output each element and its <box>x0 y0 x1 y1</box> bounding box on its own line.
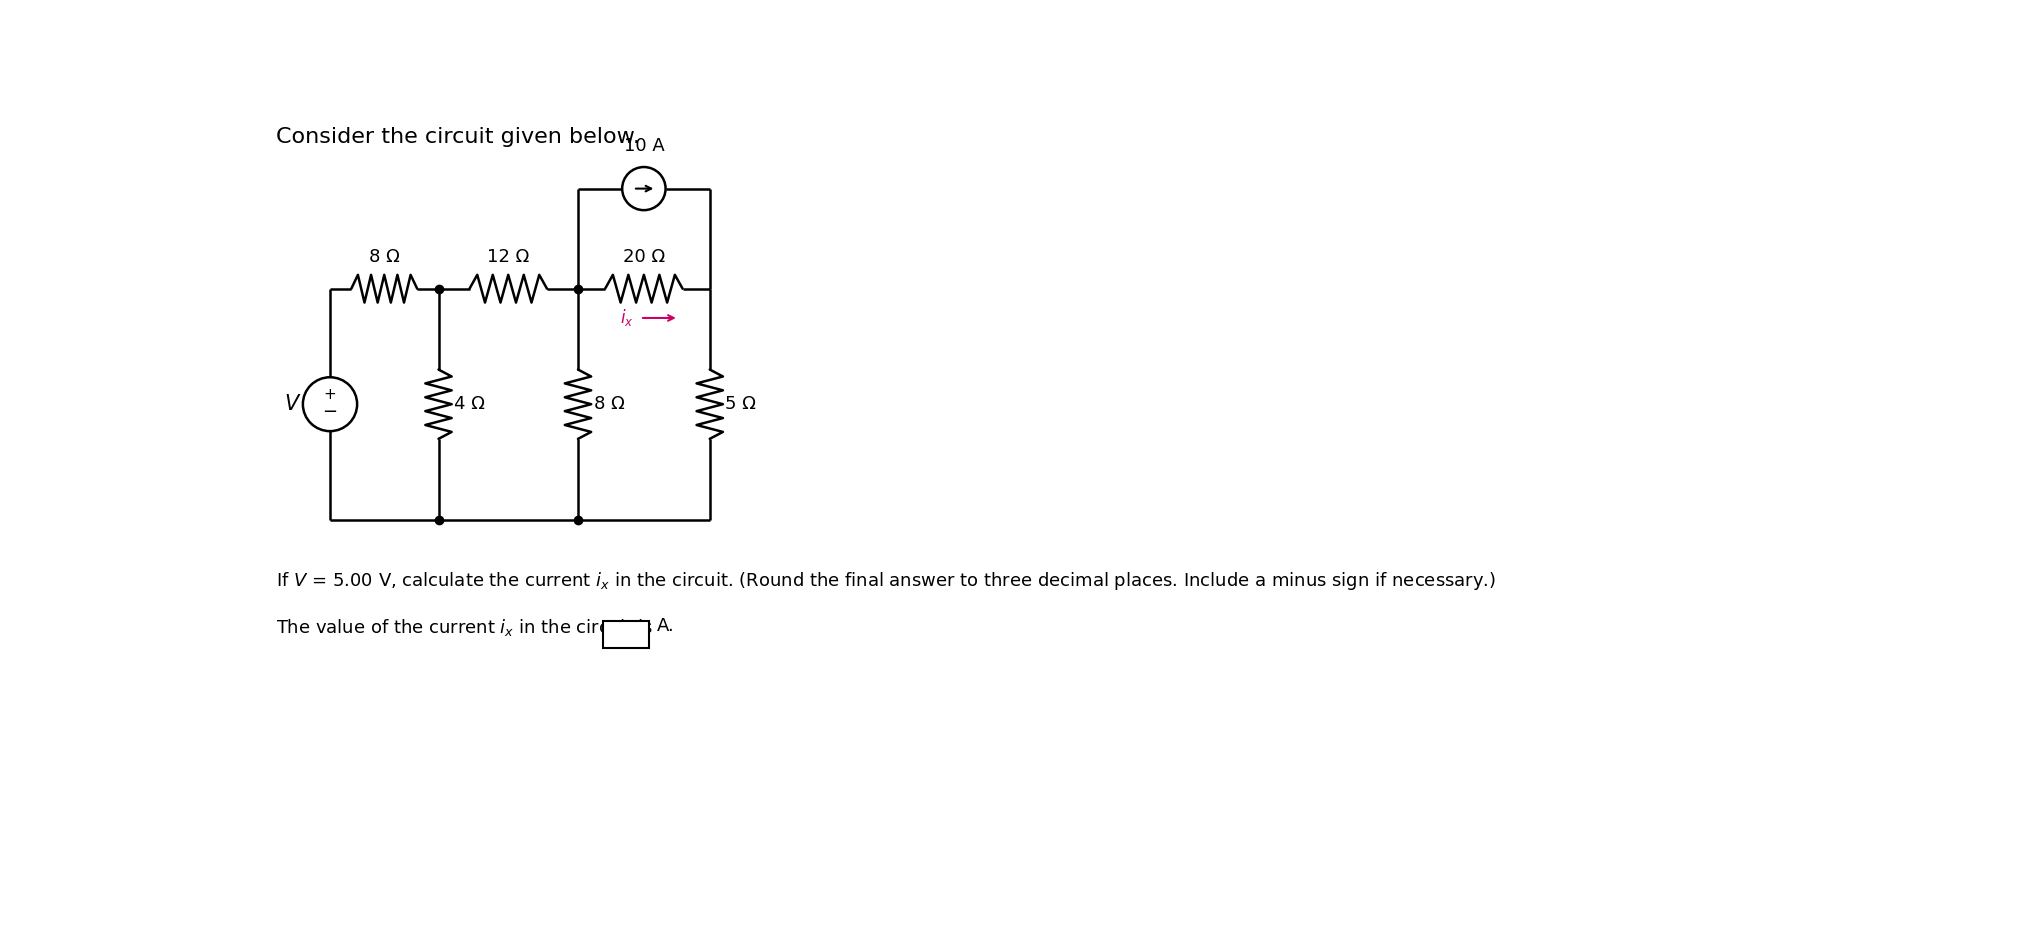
Text: 4 Ω: 4 Ω <box>454 395 485 413</box>
Text: +: + <box>323 387 337 402</box>
Text: 8 Ω: 8 Ω <box>370 247 400 266</box>
Text: 20 Ω: 20 Ω <box>622 247 665 266</box>
Text: V: V <box>285 394 299 414</box>
Text: The value of the current $i_x$ in the circuit is: The value of the current $i_x$ in the ci… <box>277 618 652 639</box>
FancyBboxPatch shape <box>602 620 648 648</box>
Text: A.: A. <box>656 618 675 635</box>
Text: 10 A: 10 A <box>624 138 665 155</box>
Text: Consider the circuit given below.: Consider the circuit given below. <box>277 127 640 147</box>
Text: If $V$ = 5.00 V, calculate the current $i_x$ in the circuit. (Round the final an: If $V$ = 5.00 V, calculate the current $… <box>277 570 1495 591</box>
Text: $i_x$: $i_x$ <box>620 308 634 328</box>
Text: −: − <box>323 403 337 421</box>
Text: 12 Ω: 12 Ω <box>487 247 529 266</box>
Text: 8 Ω: 8 Ω <box>594 395 624 413</box>
Text: 5 Ω: 5 Ω <box>725 395 755 413</box>
